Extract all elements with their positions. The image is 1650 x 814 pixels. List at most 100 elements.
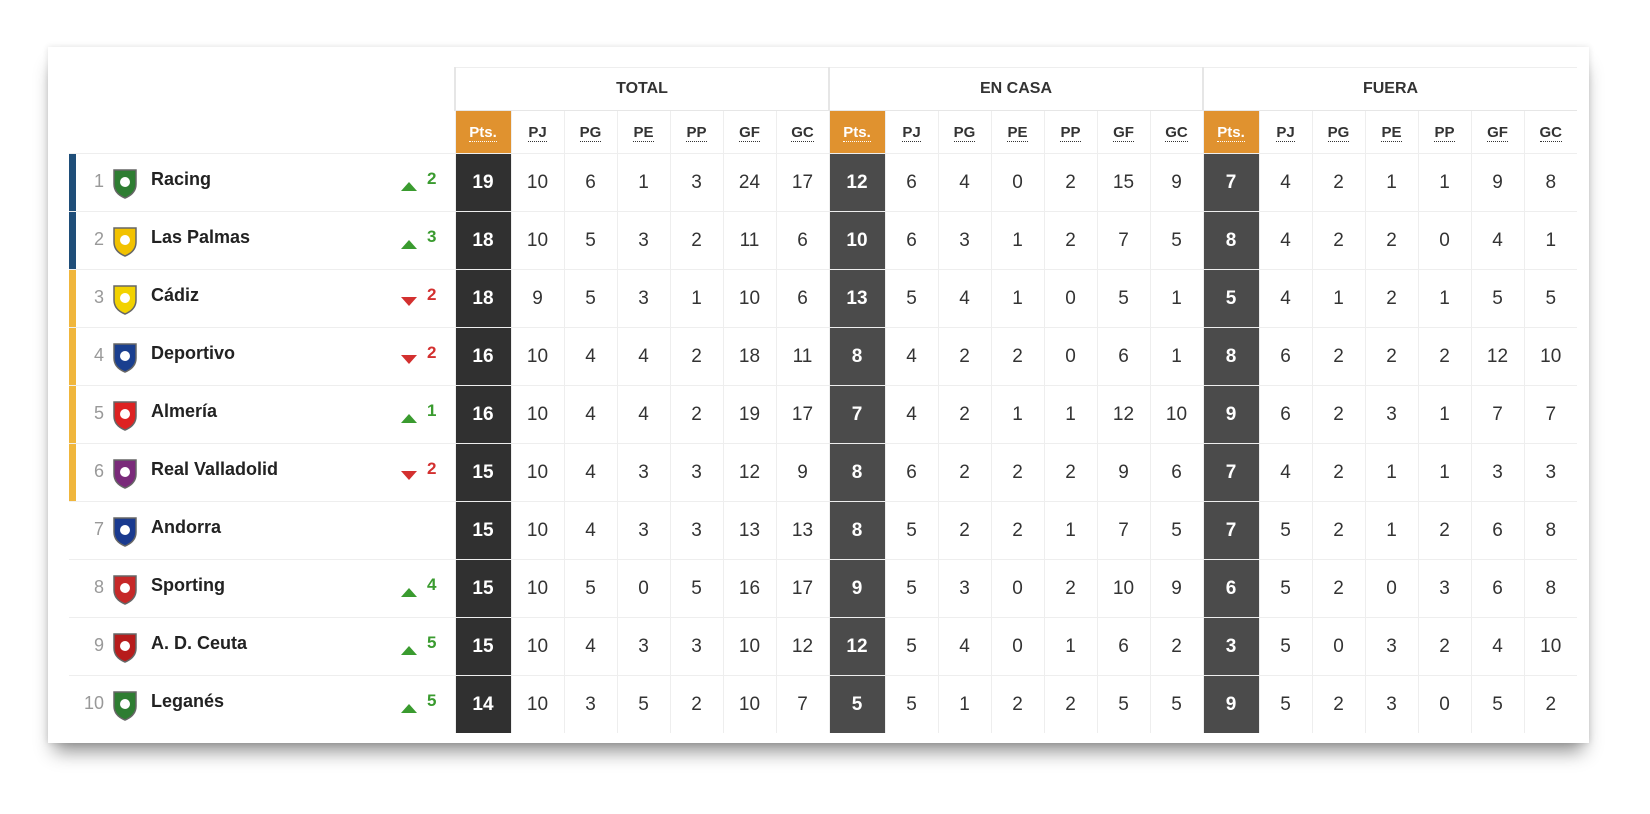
position: 5 <box>93 403 104 423</box>
stat-cell: 1 <box>1417 443 1471 502</box>
team-crest <box>110 283 140 321</box>
stat-cell: 3 <box>1364 617 1418 676</box>
stat-cell: 4 <box>884 385 938 444</box>
stat-cell: 17 <box>775 559 829 618</box>
team-crest <box>110 167 140 205</box>
stat-cell: 2 <box>669 675 723 733</box>
stat-cell: 17 <box>775 385 829 444</box>
stat-cell: 3 <box>1523 443 1577 502</box>
zone-bar <box>69 386 76 443</box>
points-cell: 15 <box>454 443 511 502</box>
stat-cell: 2 <box>1417 501 1471 560</box>
stat-cell: 0 <box>1417 211 1471 270</box>
stat-cell: 2 <box>937 501 991 560</box>
group-header: TOTAL <box>454 67 829 111</box>
stat-cell: 0 <box>1311 617 1365 676</box>
team-row: 9 A. D. Ceuta 5 15 10 4 3 3 10 12 12 5 4 0 1 6 2 3 5 0 3 2 4 10 <box>69 617 1577 676</box>
team-cell: 5 Almería 1 <box>69 385 455 444</box>
stat-cell: 4 <box>616 385 670 444</box>
team-name: Deportivo <box>151 343 236 363</box>
stat-cell: 2 <box>1311 501 1365 560</box>
team-cell: 1 Racing 2 <box>69 153 455 212</box>
position: 2 <box>93 229 104 249</box>
stat-cell: 4 <box>1258 153 1312 212</box>
stat-cell: 10 <box>510 211 564 270</box>
stat-cell: 11 <box>722 211 776 270</box>
points-cell: 8 <box>1202 327 1259 386</box>
standings-table: TOTAL EN CASA FUERA Pts. PJ PG PE PP GF GC Pts. PJ P… <box>69 67 1577 733</box>
team-crest <box>110 689 140 727</box>
team-crest <box>110 457 140 495</box>
stat-cell: 3 <box>1417 559 1471 618</box>
column-label: Pts. <box>843 123 871 142</box>
points-cell: 7 <box>1202 501 1259 560</box>
trend-change: 3 <box>427 227 437 246</box>
stat-cell: 5 <box>563 211 617 270</box>
team-cell: 9 A. D. Ceuta 5 <box>69 617 455 676</box>
stat-cell: 2 <box>937 385 991 444</box>
stat-cell: 7 <box>1470 385 1524 444</box>
stat-cell: 5 <box>1258 617 1312 676</box>
stat-cell: 3 <box>669 443 723 502</box>
trend-icon <box>400 182 417 191</box>
trend-icon <box>400 646 417 655</box>
stat-cell: 3 <box>616 269 670 328</box>
column-label: PJ <box>528 123 547 142</box>
stat-cell: 5 <box>1258 675 1312 733</box>
stat-cell: 13 <box>775 501 829 560</box>
stat-cell: 12 <box>722 443 776 502</box>
column-header: GC <box>1523 110 1577 154</box>
points-cell: 7 <box>1202 153 1259 212</box>
stat-cell: 9 <box>1470 153 1524 212</box>
stat-cell: 4 <box>1258 443 1312 502</box>
stat-cell: 5 <box>1096 675 1150 733</box>
crest-icon <box>113 691 137 721</box>
stat-cell: 3 <box>616 211 670 270</box>
stat-cell: 1 <box>669 269 723 328</box>
points-cell: 5 <box>1202 269 1259 328</box>
stat-cell: 4 <box>616 327 670 386</box>
points-cell: 7 <box>828 385 885 444</box>
stat-cell: 5 <box>1149 501 1203 560</box>
stat-cell: 10 <box>510 559 564 618</box>
position: 9 <box>93 635 104 655</box>
team-crest <box>110 631 140 669</box>
stat-cell: 1 <box>990 211 1044 270</box>
stat-cell: 3 <box>1364 675 1418 733</box>
team-name: Sporting <box>151 575 225 595</box>
blank-header <box>69 111 455 154</box>
stat-cell: 0 <box>1043 269 1097 328</box>
crest-icon <box>113 459 137 489</box>
position: 10 <box>83 693 104 713</box>
trend-arrow <box>400 465 417 487</box>
stat-cell: 6 <box>884 211 938 270</box>
stat-cell: 3 <box>669 501 723 560</box>
stat-cell: 10 <box>1096 559 1150 618</box>
trend-arrow <box>400 697 417 719</box>
stat-cell: 5 <box>884 501 938 560</box>
team-row: 4 Deportivo 2 16 10 4 4 2 18 11 8 4 2 2 0 6 1 8 6 2 2 2 12 10 <box>69 327 1577 386</box>
crest-icon <box>113 517 137 547</box>
trend-arrow <box>400 233 417 255</box>
trend-change: 2 <box>427 169 437 188</box>
team-cell: 3 Cádiz 2 <box>69 269 455 328</box>
stat-cell: 8 <box>1523 501 1577 560</box>
team-crest <box>110 399 140 437</box>
column-label: PE <box>633 123 654 142</box>
team-row: 5 Almería 1 16 10 4 4 2 19 17 7 4 2 1 1 12 10 9 6 2 3 1 7 7 <box>69 385 1577 444</box>
stat-cell: 2 <box>990 501 1044 560</box>
column-label: GC <box>791 123 814 142</box>
column-header: PP <box>1417 110 1471 154</box>
trend-change: 1 <box>427 401 437 420</box>
stat-cell: 6 <box>884 443 938 502</box>
group-header: FUERA <box>1202 67 1577 111</box>
stat-cell: 1 <box>1043 385 1097 444</box>
stat-cell: 5 <box>1258 501 1312 560</box>
stat-cell: 2 <box>1311 211 1365 270</box>
stat-cell: 1 <box>1417 153 1471 212</box>
stat-cell: 5 <box>1149 675 1203 733</box>
team-row: 7 Andorra 15 10 4 3 3 13 13 8 5 2 2 1 7 5 7 5 2 1 2 6 8 <box>69 501 1577 560</box>
points-cell: 12 <box>828 153 885 212</box>
column-header: PJ <box>884 110 938 154</box>
stat-cell: 2 <box>1311 443 1365 502</box>
